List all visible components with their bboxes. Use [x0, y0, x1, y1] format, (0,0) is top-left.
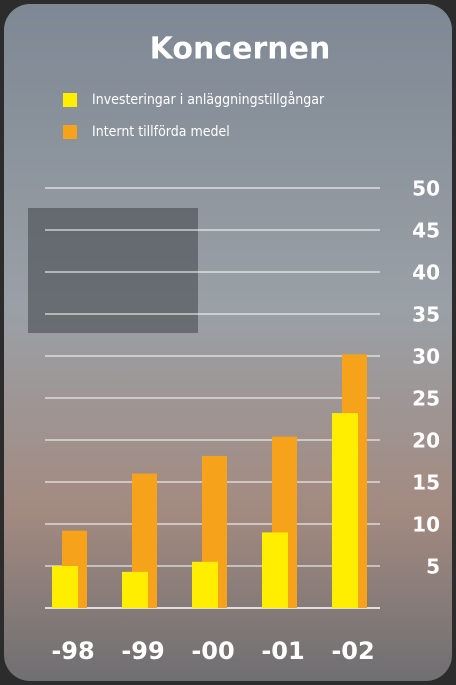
y-tick-label: 40 [412, 261, 440, 285]
bar [52, 566, 78, 608]
legend-label: Investeringar i anläggningstillgångar [92, 91, 325, 108]
x-tick-label: -99 [121, 637, 164, 665]
x-tick-label: -98 [51, 637, 94, 665]
bar [192, 561, 218, 608]
x-tick-label: -01 [261, 637, 304, 665]
legend-label: Internt tillförda medel [92, 124, 230, 140]
legend-swatch [63, 93, 77, 107]
y-tick-label: 50 [412, 177, 440, 201]
bar [332, 413, 358, 608]
y-tick-label: 45 [412, 219, 440, 243]
legend-swatch [63, 125, 77, 139]
y-tick-label: 25 [412, 387, 440, 411]
bar [262, 532, 288, 608]
y-tick-label: 20 [412, 429, 440, 453]
x-tick-label: -00 [191, 637, 234, 665]
window-shape [28, 208, 198, 333]
y-tick-label: 35 [412, 303, 440, 327]
x-tick-label: -02 [331, 637, 374, 665]
y-tick-label: 30 [412, 345, 440, 369]
y-tick-label: 5 [426, 555, 440, 579]
chart-title: Koncernen [150, 32, 331, 67]
y-tick-label: 15 [412, 471, 440, 495]
y-tick-label: 10 [412, 513, 440, 537]
bar [122, 571, 148, 608]
